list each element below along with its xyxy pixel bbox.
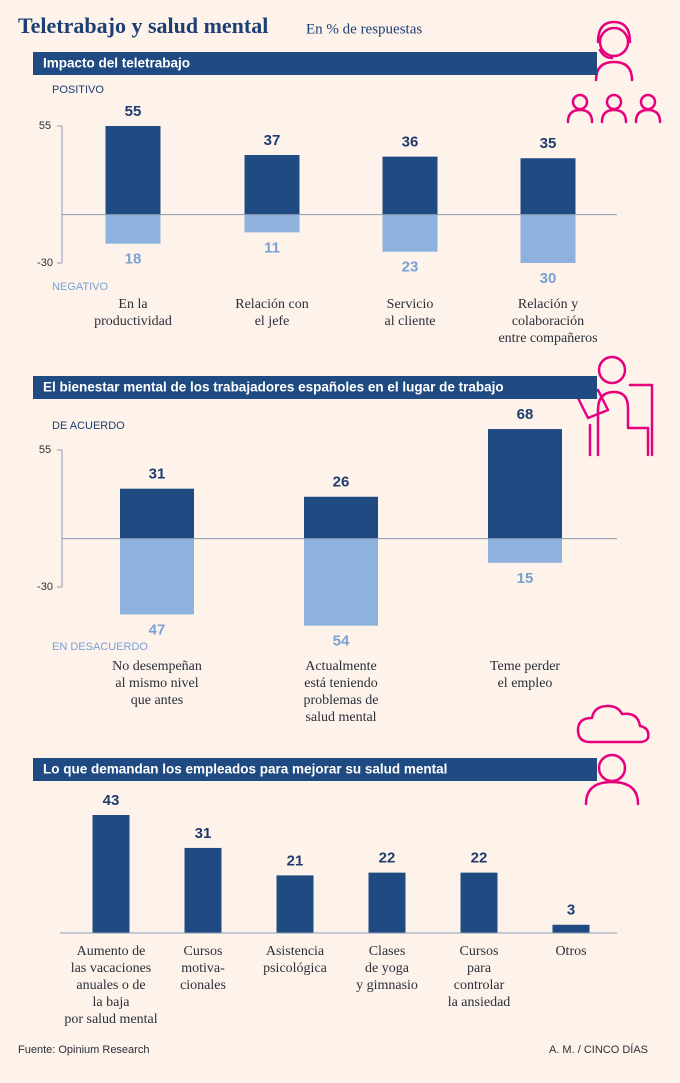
x-tick-label: Teme perder (490, 659, 560, 674)
x-tick-label: controlar (454, 978, 505, 993)
value-label: 35 (540, 135, 557, 152)
x-tick-label: Actualmente (305, 659, 377, 674)
bar (304, 538, 378, 626)
x-tick-label: para (467, 961, 492, 976)
x-tick-label: al cliente (385, 314, 436, 329)
section-title: Impacto del teletrabajo (43, 56, 190, 71)
value-label: 68 (517, 406, 534, 423)
credit: A. M. / CINCO DÍAS (549, 1043, 648, 1056)
chair-icon (576, 355, 654, 457)
x-tick-label: productividad (94, 314, 172, 329)
bar (552, 924, 590, 933)
x-tick-label: la ansiedad (448, 995, 511, 1010)
x-tick-label: No desempeñan (112, 659, 202, 674)
bar (244, 214, 300, 233)
x-tick-label: problemas de (303, 693, 378, 708)
x-tick-label: la baja (93, 995, 131, 1010)
section-band (33, 52, 597, 75)
bar (105, 126, 161, 215)
y-tick-label: -30 (37, 581, 53, 593)
x-tick-label: las vacaciones (71, 961, 151, 976)
x-tick-label: anuales o de (76, 978, 145, 993)
x-tick-label: Servicio (387, 297, 434, 312)
value-label: 18 (125, 251, 142, 268)
y-tick-label: 55 (39, 120, 51, 132)
x-tick-label: Cursos (460, 944, 499, 959)
section-band (33, 376, 597, 399)
bar (520, 158, 576, 215)
section-band (33, 758, 597, 781)
x-tick-label: cionales (180, 978, 226, 993)
x-tick-label: por salud mental (64, 1012, 157, 1027)
value-label: 23 (402, 259, 419, 276)
x-tick-label: entre compañeros (498, 331, 597, 346)
source: Fuente: Opinium Research (18, 1044, 149, 1056)
bar (368, 872, 406, 933)
x-tick-label: el jefe (255, 314, 290, 329)
bar (304, 496, 378, 539)
x-tick-label: está teniendo (304, 676, 377, 691)
value-label: 47 (149, 621, 166, 638)
x-tick-label: Aumento de (77, 944, 146, 959)
value-label: 54 (333, 633, 350, 650)
value-label: 21 (287, 852, 304, 869)
x-tick-label: al mismo nivel (115, 676, 198, 691)
x-tick-label: y gimnasio (356, 978, 418, 993)
x-tick-label: Asistencia (266, 944, 325, 959)
x-tick-label: Cursos (184, 944, 223, 959)
x-tick-label: salud mental (305, 710, 376, 725)
subtitle: En % de respuestas (306, 21, 422, 37)
x-tick-label: psicológica (263, 961, 328, 976)
series-label: NEGATIVO (52, 281, 108, 293)
bar (382, 156, 438, 215)
x-tick-label: Otros (555, 944, 586, 959)
x-tick-label: que antes (131, 693, 183, 708)
bar (92, 815, 130, 933)
value-label: 11 (264, 239, 280, 256)
title: Teletrabajo y salud mental (18, 13, 268, 38)
value-label: 31 (195, 825, 212, 842)
value-label: 22 (471, 850, 488, 867)
value-label: 31 (149, 466, 166, 483)
section-title: El bienestar mental de los trabajadores … (43, 380, 504, 395)
x-tick-label: colaboración (512, 314, 584, 329)
y-tick-label: 55 (39, 444, 51, 456)
value-label: 36 (402, 134, 419, 151)
x-tick-label: En la (118, 297, 148, 312)
value-label: 15 (517, 570, 534, 587)
value-label: 30 (540, 270, 557, 287)
value-label: 55 (125, 103, 142, 120)
x-tick-label: motiva- (181, 961, 225, 976)
bar (120, 538, 194, 615)
bar (184, 847, 222, 933)
series-label: POSITIVO (52, 84, 104, 96)
x-tick-label: Relación y (518, 297, 578, 312)
value-label: 22 (379, 850, 396, 867)
value-label: 26 (333, 474, 350, 491)
bar (276, 875, 314, 933)
bar (488, 538, 562, 563)
x-tick-label: Clases (369, 944, 406, 959)
bar (488, 429, 562, 539)
series-label: DE ACUERDO (52, 420, 125, 432)
value-label: 37 (264, 132, 281, 149)
bar (520, 214, 576, 263)
bar (244, 155, 300, 215)
y-tick-label: -30 (37, 257, 53, 269)
value-label: 3 (567, 902, 575, 919)
section-title: Lo que demandan los empleados para mejor… (43, 762, 447, 777)
bar (105, 214, 161, 244)
bar (460, 872, 498, 933)
x-tick-label: Relación con (235, 297, 308, 312)
cloud-icon (576, 704, 650, 806)
bar (382, 214, 438, 252)
bar (120, 488, 194, 539)
series-label: EN DESACUERDO (52, 641, 148, 653)
x-tick-label: el empleo (498, 676, 553, 691)
value-label: 43 (103, 792, 120, 809)
headset-icon (566, 20, 662, 124)
x-tick-label: de yoga (365, 961, 410, 976)
